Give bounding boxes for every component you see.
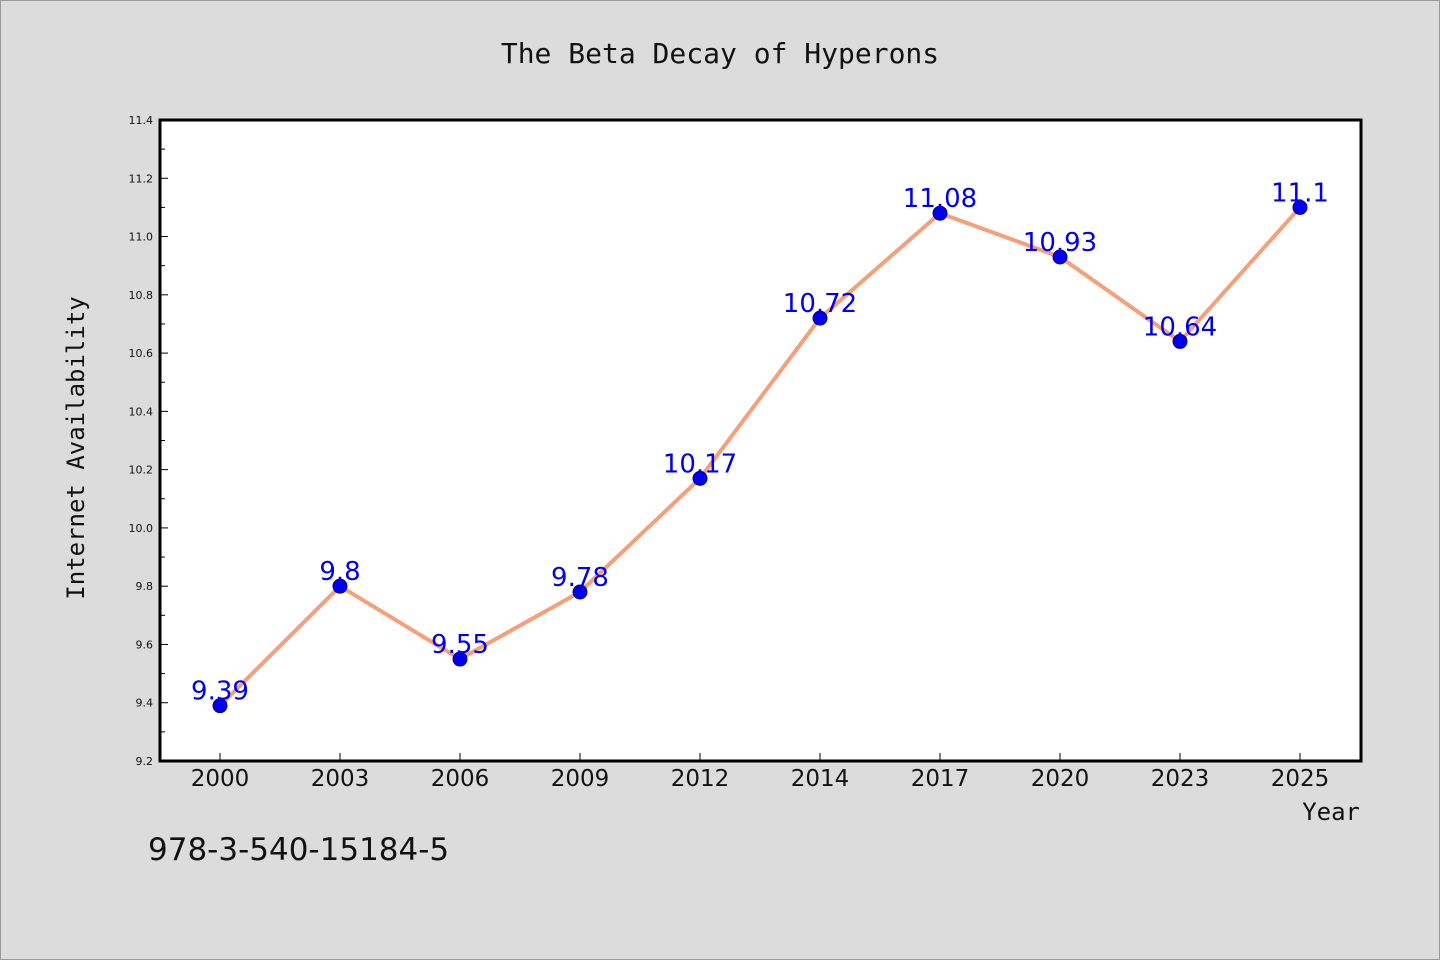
x-tick-label: 2012 [671,766,730,792]
plot-border [158,118,1363,763]
data-labels: 9.39 9.8 9.55 9.78 10.17 10.72 11.08 10.93 10.64… [191,178,1329,706]
y-tick-label: 10.4 [129,405,154,418]
y-tick-label: 9.2 [136,755,154,768]
data-point-marker [692,470,708,486]
y-tick-label: 10.6 [129,347,154,360]
data-point-marker [1292,199,1308,215]
x-tick-label: 2023 [1151,766,1210,792]
data-label: 11.1 [1271,178,1329,208]
y-tick-label: 11.4 [129,114,154,127]
data-label: 9.39 [191,677,249,707]
chart-title: The Beta Decay of Hyperons [501,37,939,70]
data-point-marker [1172,333,1188,349]
data-label: 11.08 [903,184,977,214]
data-label: 9.55 [431,630,489,660]
data-point-marker [1052,249,1068,265]
data-point-marker [812,310,828,326]
y-tick-label: 10.2 [129,464,154,477]
y-tick-label: 9.4 [136,697,154,710]
series-line [218,205,1302,708]
data-label: 10.93 [1023,228,1097,258]
data-label: 9.8 [319,557,360,587]
x-tick-label: 2000 [191,766,250,792]
y-tick-label: 10.8 [129,289,154,302]
y-tick-label: 9.8 [136,580,154,593]
plot-area [160,120,1361,761]
y-tick-label: 11.2 [129,172,154,185]
x-tick-label: 2025 [1271,766,1330,792]
data-label: 10.72 [783,289,857,319]
data-point-marker [932,205,948,221]
x-tick-label: 2003 [311,766,370,792]
data-point-marker [572,584,588,600]
data-point-marker [332,578,348,594]
data-label: 9.78 [551,563,609,593]
x-tick-label: 2017 [911,766,970,792]
y-axis-label: Internet Availability [62,296,90,599]
data-label: 10.17 [663,449,737,479]
footnote-text: 978-3-540-15184-5 [148,832,450,868]
x-axis-label: Year [1302,798,1360,826]
data-point-marker [452,651,468,667]
x-tick-label: 2020 [1031,766,1090,792]
x-tick-label: 2009 [551,766,610,792]
data-label: 10.64 [1143,312,1217,342]
data-point-marker [212,698,228,714]
y-tick-label: 11.0 [129,231,154,244]
x-axis: 2000 2003 2006 2009 2012 2014 2017 2020 2023 2025 [191,753,1330,792]
x-tick-label: 2014 [791,766,850,792]
y-tick-label: 9.6 [136,638,154,651]
y-axis: 9.2 9.4 9.6 9.8 10.0 10.2 10.4 10.6 10.8 11.0 11.2… [129,114,168,768]
y-tick-label: 10.0 [129,522,154,535]
series-layer [212,199,1308,714]
x-tick-label: 2006 [431,766,490,792]
